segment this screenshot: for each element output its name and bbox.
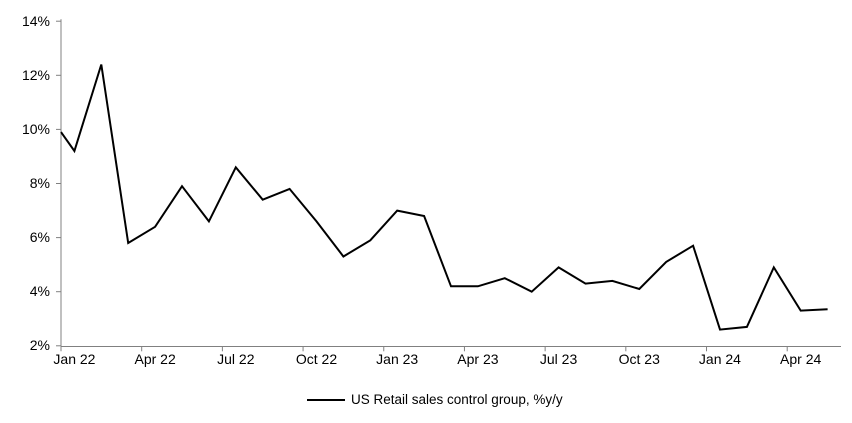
x-axis-tick-label: Jan 24 (698, 351, 741, 367)
y-axis-tick-label: 10% (21, 120, 50, 137)
y-axis-tick-label: 4% (29, 283, 50, 300)
x-axis-tick-label: Oct 22 (295, 351, 338, 367)
y-axis-tick-label: 2% (29, 337, 50, 354)
x-axis-tick-label: Apr 24 (780, 351, 822, 367)
y-axis-tick-label: 12% (21, 66, 50, 83)
x-axis-tick-label: Apr 23 (457, 351, 499, 367)
x-axis-tick-label: Jan 23 (376, 351, 419, 367)
x-axis-tick-label: Oct 23 (618, 351, 660, 367)
y-axis-tick-label: 6% (29, 229, 50, 246)
x-axis-tick-label: Jul 22 (217, 351, 255, 367)
x-axis-tick-label: Apr 22 (134, 351, 176, 367)
retail-sales-data-line (60, 64, 828, 331)
legend-line-marker (307, 398, 345, 401)
x-axis-tick-label: Jul 23 (539, 351, 578, 367)
legend: US Retail sales control group, %y/y (307, 392, 563, 407)
y-axis-tick-label: 14% (21, 12, 50, 29)
x-axis-tick-label: Jan 22 (53, 351, 96, 367)
legend-label: US Retail sales control group, %y/y (351, 392, 563, 407)
y-axis-tick-label: 8% (29, 175, 50, 191)
